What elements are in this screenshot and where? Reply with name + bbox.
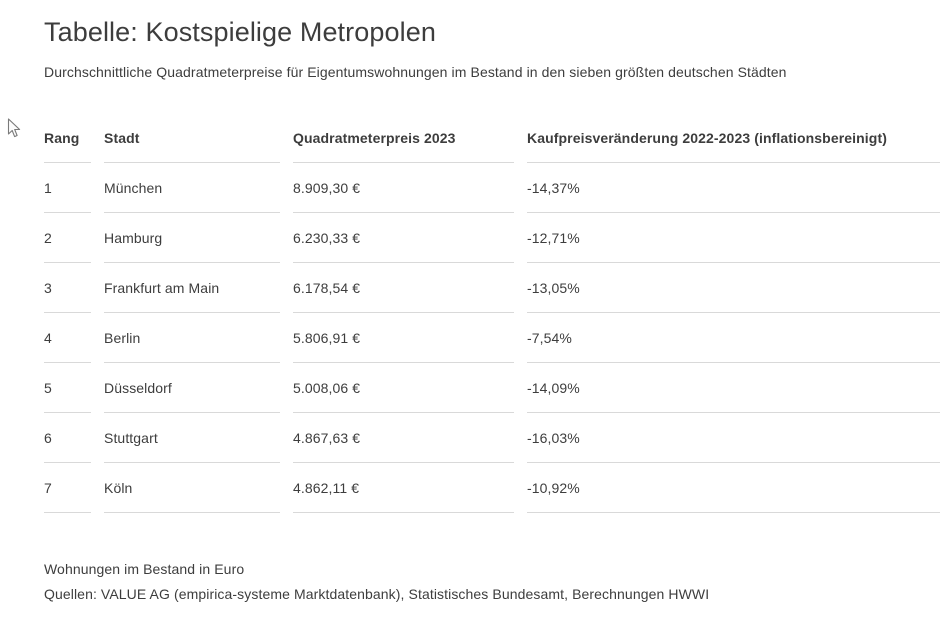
table-cell-change: -16,03% [527,413,940,463]
table-cell-city: Düsseldorf [104,363,280,413]
table-cell-change: -7,54% [527,313,940,363]
table-cell-rank: 5 [44,363,91,413]
page-title: Tabelle: Kostspielige Metropolen [44,17,436,47]
table-cell-change: -14,09% [527,363,940,413]
table-cell-change: -14,37% [527,163,940,213]
table-cell-rank: 2 [44,213,91,263]
table-cell-change: -10,92% [527,463,940,513]
table-cell-price: 8.909,30 € [293,163,514,213]
table-cell-city: Stuttgart [104,413,280,463]
table-cell-rank: 6 [44,413,91,463]
table-cell-price: 4.862,11 € [293,463,514,513]
table-cell-rank: 1 [44,163,91,213]
table-cell-rank: 3 [44,263,91,313]
table-cell-city: Frankfurt am Main [104,263,280,313]
footnote-sources: Quellen: VALUE AG (empirica-systeme Mark… [44,586,710,602]
table-cell-city: Köln [104,463,280,513]
table-cell-rank: 7 [44,463,91,513]
table-cell-city: Hamburg [104,213,280,263]
table-cell-change: -13,05% [527,263,940,313]
metropolen-table: Rang Stadt Quadratmeterpreis 2023 Kaufpr… [44,113,940,513]
table-cell-price: 6.230,33 € [293,213,514,263]
table-footnotes: Wohnungen im Bestand in Euro Quellen: VA… [44,557,940,607]
column-header-rang: Rang [44,113,91,163]
table-cell-city: Berlin [104,313,280,363]
table-cell-price: 6.178,54 € [293,263,514,313]
column-header-stadt: Stadt [104,113,280,163]
table-cell-rank: 4 [44,313,91,363]
column-header-kaufpreisveraenderung: Kaufpreisveränderung 2022-2023 (inflatio… [527,113,940,163]
footnote-unit: Wohnungen im Bestand in Euro [44,561,245,577]
page-subtitle: Durchschnittliche Quadratmeterpreise für… [44,64,787,80]
table-cell-price: 4.867,63 € [293,413,514,463]
table-cell-city: München [104,163,280,213]
table-cell-price: 5.008,06 € [293,363,514,413]
table-cell-price: 5.806,91 € [293,313,514,363]
column-header-quadratmeterpreis: Quadratmeterpreis 2023 [293,113,514,163]
mouse-cursor-icon [7,118,21,138]
table-cell-change: -12,71% [527,213,940,263]
